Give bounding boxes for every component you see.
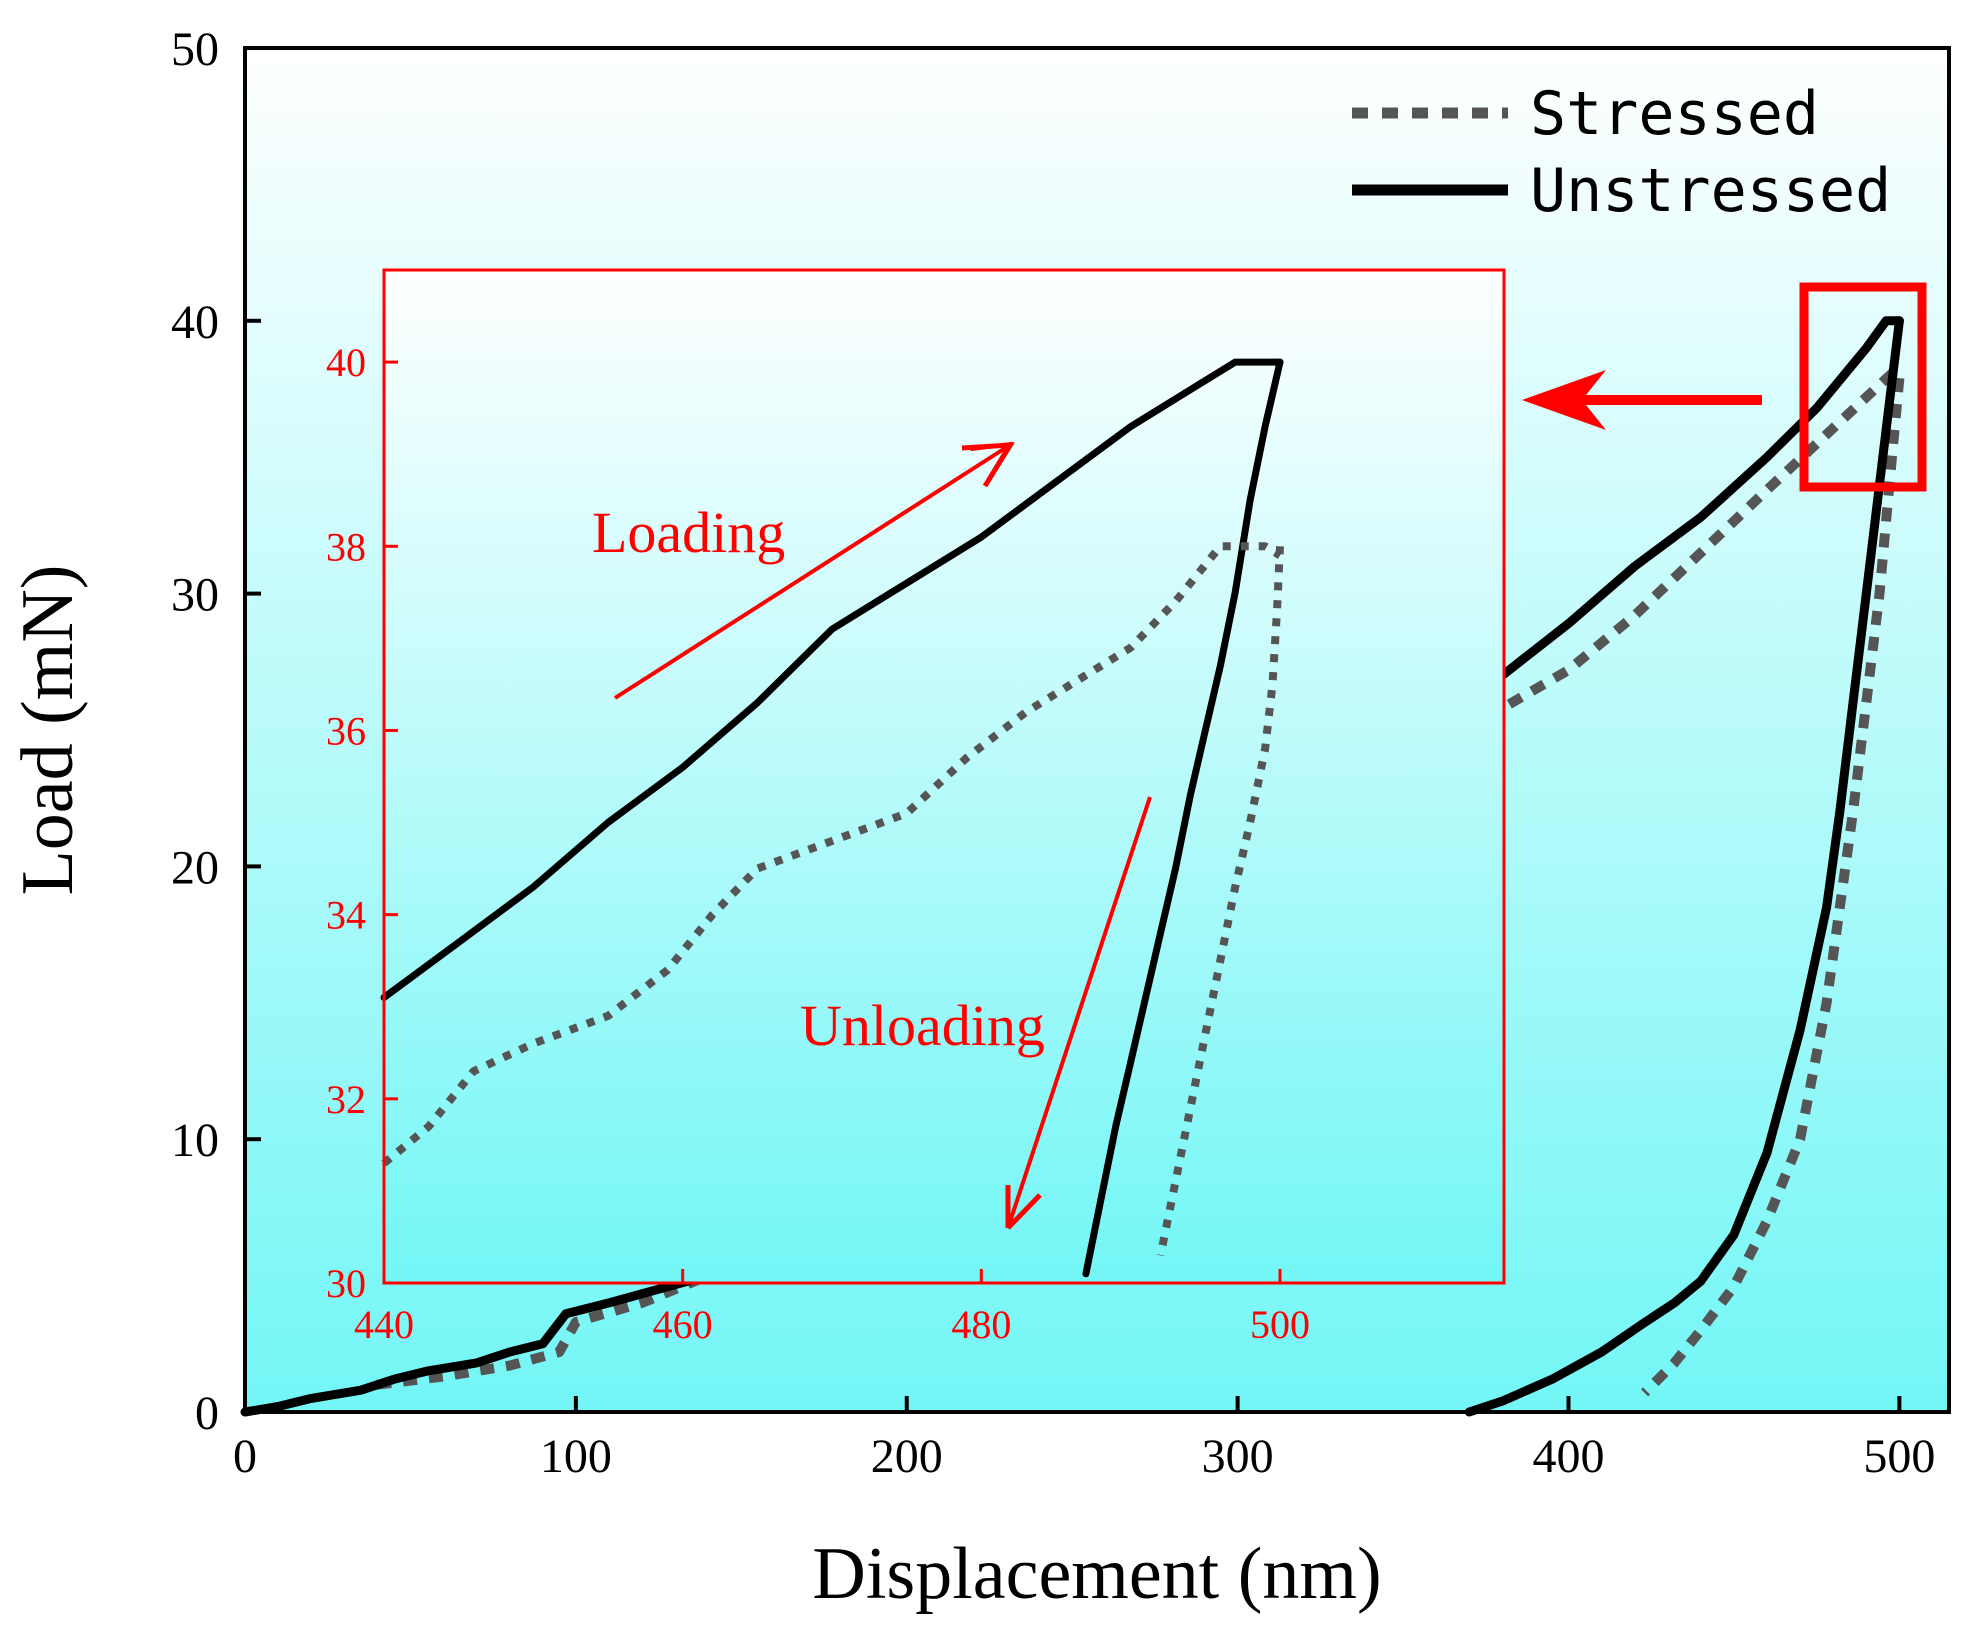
unloading-arrow xyxy=(1006,796,1152,1229)
inset-y-tick-label: 36 xyxy=(326,708,366,753)
inset-background xyxy=(384,270,1504,1283)
inset-y-tick-label: 34 xyxy=(326,893,366,938)
loading-arrowhead xyxy=(961,442,1015,488)
y-tick-label: 30 xyxy=(171,569,219,622)
x-tick-label: 200 xyxy=(871,1430,943,1483)
unstressed-unloading-curve xyxy=(1464,316,1904,1417)
legend: Stressed Unstressed xyxy=(1352,79,1891,226)
inset-y-tick-label: 38 xyxy=(326,524,366,569)
unloading-annotation: Unloading xyxy=(800,993,1045,1058)
inset-x-tick-label: 460 xyxy=(653,1302,713,1347)
zoom-region-box xyxy=(1799,282,1927,492)
x-tick-label: 100 xyxy=(540,1430,612,1483)
inset-unstressed-unloading-curve xyxy=(1082,358,1284,1278)
inset-y-tick-label: 40 xyxy=(326,340,366,385)
unloading-arrowhead xyxy=(1005,1185,1042,1230)
inset-unstressed-loading-curve xyxy=(380,358,1284,1001)
y-tick-label: 50 xyxy=(171,23,219,76)
legend-label-stressed: Stressed xyxy=(1530,79,1819,149)
inset-frame xyxy=(382,268,1506,1285)
inset-x-tick-label: 440 xyxy=(354,1302,414,1347)
inset-stressed-loading-curve xyxy=(381,542,1283,1167)
y-tick-label: 20 xyxy=(171,841,219,894)
y-tick-label: 40 xyxy=(171,296,219,349)
inset-x-tick-label: 500 xyxy=(1250,1302,1310,1347)
inset-x-tick-label: 480 xyxy=(951,1302,1011,1347)
x-tick-label: 0 xyxy=(233,1430,257,1483)
inset-y-tick-label: 32 xyxy=(326,1077,366,1122)
y-tick-label: 0 xyxy=(195,1387,219,1440)
x-tick-label: 300 xyxy=(1202,1430,1274,1483)
x-tick-label: 400 xyxy=(1532,1430,1604,1483)
legend-label-unstressed: Unstressed xyxy=(1530,156,1891,226)
loading-arrow xyxy=(613,445,1010,700)
inset-y-tick-label: 30 xyxy=(326,1261,366,1306)
x-axis-title: Displacement (nm) xyxy=(812,1533,1381,1615)
stressed-unloading-curve xyxy=(1641,377,1905,1397)
y-tick-label: 10 xyxy=(171,1114,219,1167)
loading-annotation: Loading xyxy=(592,500,785,565)
x-tick-label: 500 xyxy=(1863,1430,1935,1483)
zoom-pointer-arrow xyxy=(1522,370,1762,430)
plot-frame xyxy=(243,46,1951,1414)
y-axis-title: Load (mN) xyxy=(7,565,89,896)
inset-stressed-unloading-curve xyxy=(1156,546,1284,1257)
